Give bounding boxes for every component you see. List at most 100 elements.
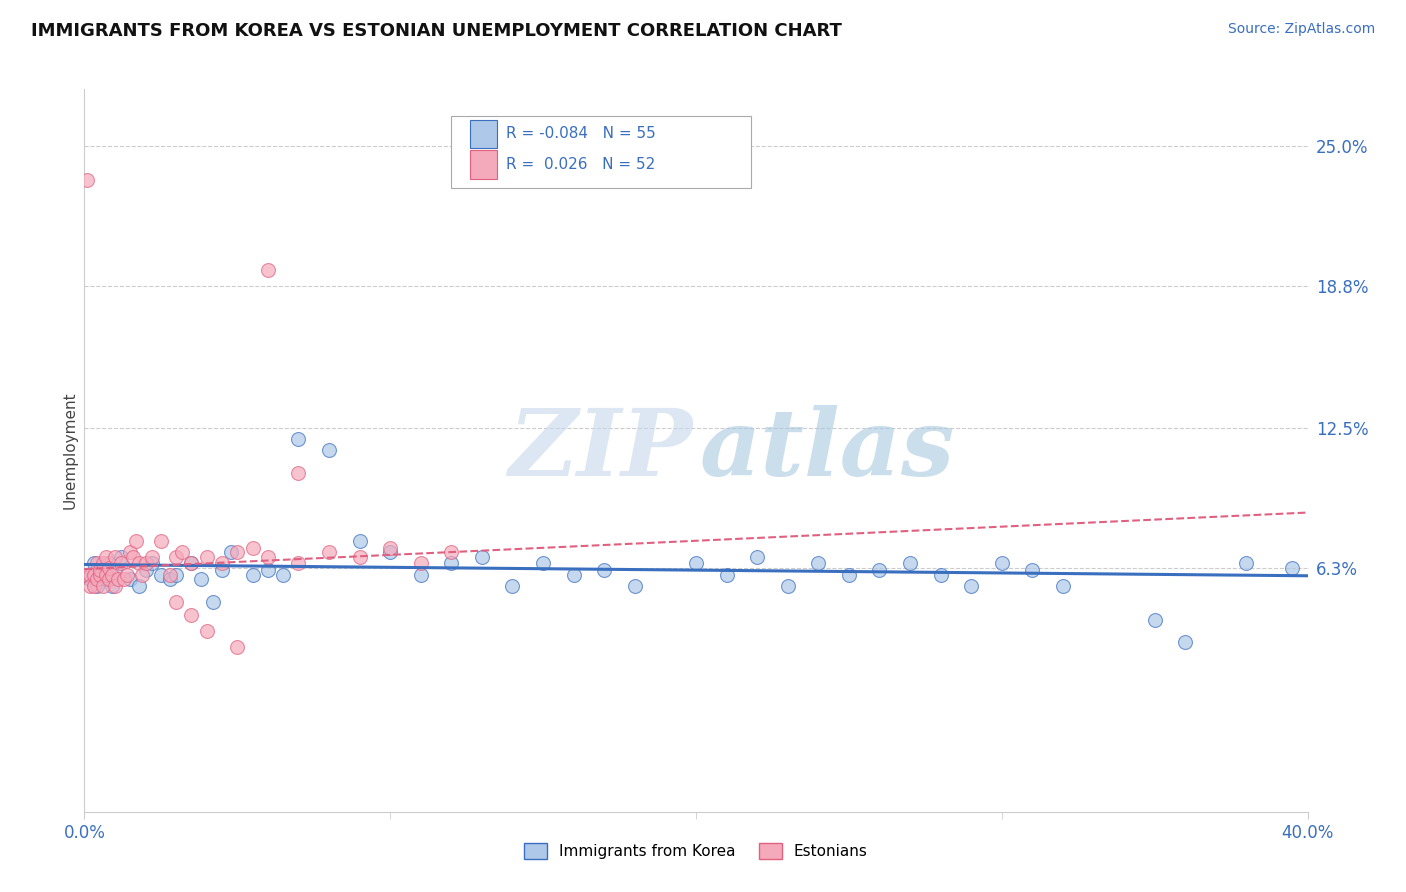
- Point: [120, 572, 142, 586]
- Text: R = -0.084   N = 55: R = -0.084 N = 55: [506, 127, 657, 142]
- Y-axis label: Unemployment: Unemployment: [62, 392, 77, 509]
- Point: [257, 563, 280, 577]
- Text: IMMIGRANTS FROM KOREA VS ESTONIAN UNEMPLOYMENT CORRELATION CHART: IMMIGRANTS FROM KOREA VS ESTONIAN UNEMPL…: [31, 22, 842, 40]
- Point: [190, 572, 212, 586]
- FancyBboxPatch shape: [451, 116, 751, 188]
- Point: [112, 572, 135, 586]
- Point: [141, 557, 163, 571]
- Point: [180, 608, 202, 623]
- Point: [83, 579, 105, 593]
- Point: [131, 567, 153, 582]
- Point: [180, 557, 202, 571]
- Point: [141, 549, 163, 564]
- Point: [201, 595, 224, 609]
- Point: [79, 567, 101, 582]
- Point: [107, 572, 129, 586]
- Point: [349, 533, 371, 548]
- Point: [747, 549, 769, 564]
- Text: R =  0.026   N = 52: R = 0.026 N = 52: [506, 157, 655, 172]
- Point: [1281, 561, 1303, 575]
- Point: [76, 567, 98, 582]
- Point: [257, 549, 280, 564]
- Point: [83, 557, 105, 571]
- Point: [89, 563, 111, 577]
- Point: [91, 557, 114, 571]
- Point: [89, 567, 111, 582]
- Point: [211, 563, 233, 577]
- Point: [79, 579, 101, 593]
- Point: [929, 567, 952, 582]
- Point: [135, 563, 157, 577]
- Point: [869, 563, 891, 577]
- Point: [226, 545, 249, 559]
- Point: [195, 624, 218, 639]
- Point: [440, 545, 463, 559]
- Point: [287, 557, 309, 571]
- Point: [380, 545, 402, 559]
- FancyBboxPatch shape: [470, 150, 496, 178]
- Text: ZIP: ZIP: [508, 406, 692, 495]
- Point: [409, 557, 432, 571]
- Point: [318, 443, 340, 458]
- Point: [776, 579, 799, 593]
- Point: [593, 563, 616, 577]
- Point: [409, 567, 432, 582]
- Point: [1143, 613, 1166, 627]
- Point: [271, 567, 294, 582]
- Point: [104, 549, 127, 564]
- Point: [624, 579, 647, 593]
- Point: [110, 549, 132, 564]
- Point: [101, 567, 124, 582]
- Point: [172, 545, 194, 559]
- Legend: Immigrants from Korea, Estonians: Immigrants from Korea, Estonians: [517, 838, 875, 865]
- Point: [165, 549, 187, 564]
- Point: [1021, 563, 1043, 577]
- Point: [120, 545, 142, 559]
- Point: [531, 557, 554, 571]
- Point: [1236, 557, 1258, 571]
- Point: [101, 579, 124, 593]
- Point: [716, 567, 738, 582]
- Point: [287, 432, 309, 446]
- Point: [91, 579, 114, 593]
- Point: [226, 640, 249, 654]
- Point: [76, 172, 98, 186]
- Point: [128, 557, 150, 571]
- Point: [165, 567, 187, 582]
- Point: [110, 557, 132, 571]
- Point: [211, 557, 233, 571]
- Point: [287, 466, 309, 480]
- Point: [838, 567, 860, 582]
- Point: [1052, 579, 1074, 593]
- Point: [960, 579, 983, 593]
- Point: [159, 572, 181, 586]
- Point: [97, 572, 120, 586]
- Point: [79, 572, 101, 586]
- Point: [807, 557, 830, 571]
- Point: [991, 557, 1014, 571]
- Point: [318, 545, 340, 559]
- Point: [128, 579, 150, 593]
- Point: [104, 563, 127, 577]
- Point: [562, 567, 585, 582]
- Point: [86, 557, 108, 571]
- Point: [86, 572, 108, 586]
- Point: [159, 567, 181, 582]
- Point: [471, 549, 494, 564]
- Point: [135, 557, 157, 571]
- Point: [242, 541, 264, 555]
- Point: [94, 549, 117, 564]
- Text: Source: ZipAtlas.com: Source: ZipAtlas.com: [1227, 22, 1375, 37]
- Point: [94, 567, 117, 582]
- Point: [83, 567, 105, 582]
- Point: [122, 549, 145, 564]
- Point: [1174, 635, 1197, 649]
- Point: [149, 567, 172, 582]
- Point: [685, 557, 707, 571]
- Point: [86, 579, 108, 593]
- Point: [349, 549, 371, 564]
- Text: atlas: atlas: [700, 406, 955, 495]
- Point: [115, 567, 138, 582]
- Point: [97, 557, 120, 571]
- Point: [380, 541, 402, 555]
